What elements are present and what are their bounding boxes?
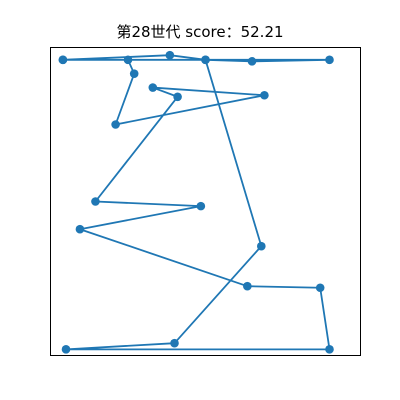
data-point	[325, 55, 334, 65]
data-point	[315, 283, 325, 293]
data-point	[260, 90, 269, 100]
data-point	[75, 224, 85, 234]
data-point	[129, 69, 139, 78]
data-point	[325, 345, 334, 354]
data-point	[247, 57, 257, 66]
series-layer	[58, 50, 334, 354]
data-point	[123, 55, 133, 65]
data-point	[165, 50, 175, 60]
data-point	[257, 241, 266, 251]
data-point	[61, 345, 71, 354]
data-point	[173, 92, 182, 102]
series-line	[62, 54, 331, 351]
data-point	[111, 120, 120, 129]
data-point	[58, 55, 68, 65]
data-point	[148, 83, 158, 92]
data-point	[243, 281, 252, 291]
data-point	[170, 338, 179, 348]
data-point	[91, 197, 100, 206]
data-point	[196, 201, 206, 211]
data-point	[201, 55, 210, 65]
chart-title: 第28世代 score：52.21	[116, 23, 284, 41]
